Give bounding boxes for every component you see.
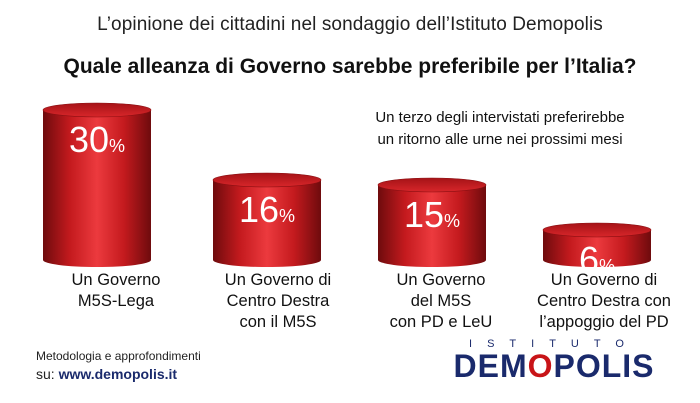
value-label: 6% xyxy=(579,239,615,280)
bar-body xyxy=(543,230,651,267)
note-line-1: Un terzo degli intervistati preferirebbe xyxy=(375,109,625,126)
bar-2: 16% xyxy=(212,172,322,267)
bar-top xyxy=(212,172,322,188)
value-label: 15% xyxy=(404,194,460,235)
bar-top xyxy=(542,222,652,238)
bar-body xyxy=(213,180,321,267)
bar-body xyxy=(378,185,486,267)
bar-4: 6% xyxy=(542,222,652,280)
chart-question: Quale alleanza di Governo sarebbe prefer… xyxy=(63,55,637,78)
logo-istituto: ISTITUTO xyxy=(469,338,639,350)
value-label: 16% xyxy=(239,189,295,230)
category-label-1: Un Governo M5S-Lega xyxy=(71,271,161,310)
website-line: su: www.demopolis.it xyxy=(36,366,177,382)
annotation-note: Un terzo degli intervistati preferirebbe… xyxy=(330,107,670,151)
logo-demopolis: DEMOPOLIS xyxy=(453,348,655,384)
bar-1: 30% xyxy=(42,102,152,267)
value-label: 30% xyxy=(69,119,125,160)
bar-top xyxy=(377,177,487,193)
website-link[interactable]: www.demopolis.it xyxy=(58,366,178,382)
methodology-text: Metodologia e approfondimenti xyxy=(36,349,201,363)
category-label-4: Un Governo di Centro Destra con l’appogg… xyxy=(537,271,671,331)
chart-header: L’opinione dei cittadini nel sondaggio d… xyxy=(97,14,603,35)
category-label-3: Un Governo del M5S con PD e LeU xyxy=(389,271,493,331)
bar-3: 15% xyxy=(377,177,487,267)
category-label-2: Un Governo di Centro Destra con il M5S xyxy=(224,271,332,331)
bar-top xyxy=(42,102,152,118)
website-prefix: su: xyxy=(36,366,55,382)
bar-body xyxy=(43,110,151,267)
note-line-2: un ritorno alle urne nei prossimi mesi xyxy=(377,131,623,148)
demopolis-logo: ISTITUTO DEMOPOLIS xyxy=(440,338,668,386)
